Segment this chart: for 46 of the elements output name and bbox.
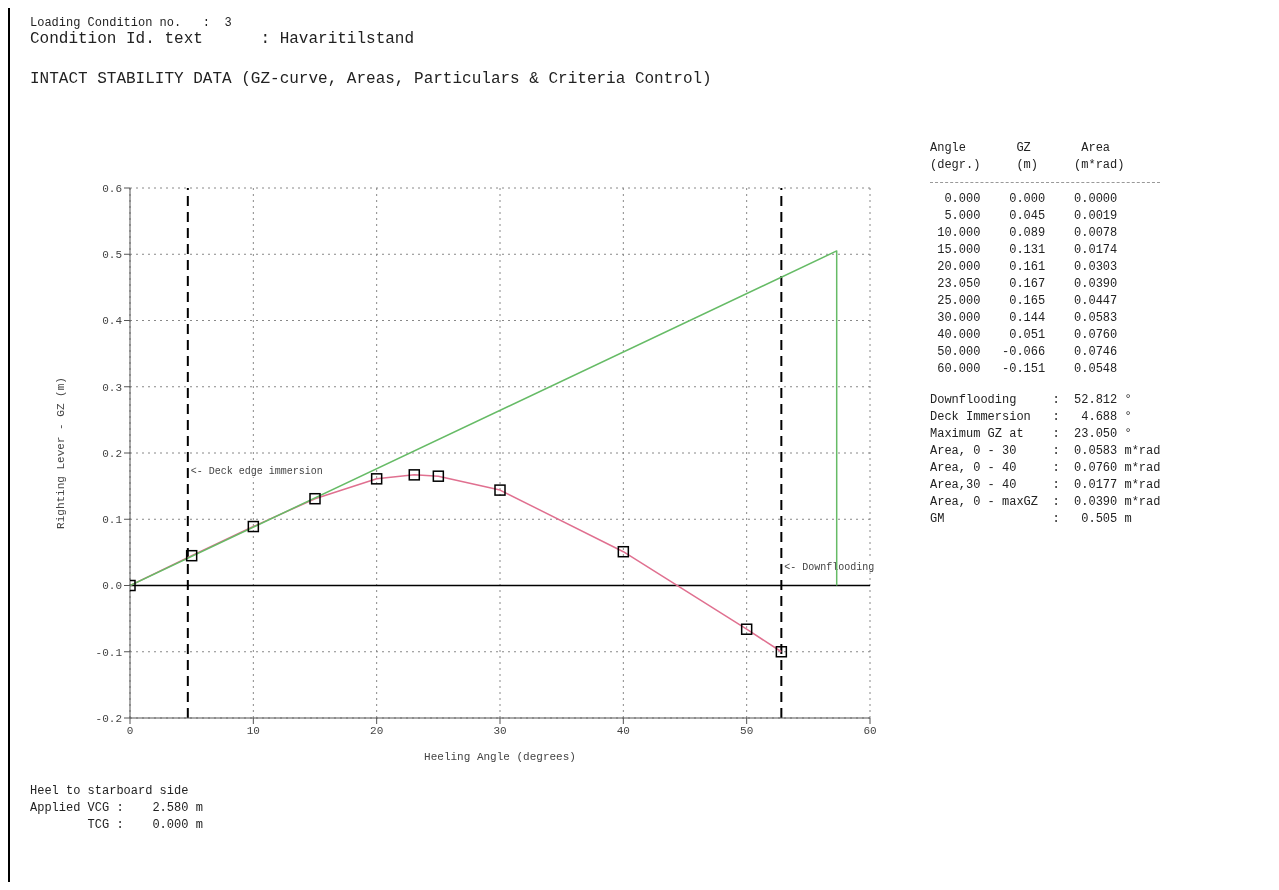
y-tick-label: 0.3 [102,381,122,394]
x-axis-title: Heeling Angle (degrees) [424,751,576,763]
text: Maximum GZ at : 23.050 ° [930,426,1133,443]
text: Area, 0 - 40 : 0.0760 m*rad [930,460,1161,477]
text: 20.000 0.161 0.0303 [936,259,1119,276]
y-tick-label: -0.2 [95,712,122,725]
text: 15.000 0.131 0.0174 [936,242,1119,259]
y-tick-label: 0.5 [102,249,122,262]
text: 10.000 0.089 0.0078 [936,225,1119,242]
x-tick-label: 40 [616,724,630,737]
text: Heel to starboard side [30,783,190,800]
text: Loading Condition no. : 3 [30,16,233,30]
x-tick-label: 30 [493,724,507,737]
text: Applied VCG : 2.580 m [30,800,203,817]
text: Condition Id. text : Havaritilstand [30,30,415,48]
text: GM : 0.505 m [930,511,1133,528]
text: Area, 0 - maxGZ : 0.0390 m*rad [930,494,1161,511]
text: 30.000 0.144 0.0583 [936,310,1119,327]
ref-line-label: <- Deck edge immersion [190,466,323,478]
text: Area, 0 - 30 : 0.0583 m*rad [930,443,1161,460]
x-tick-label: 20 [370,724,384,737]
y-axis-title: Righting Lever - GZ (m) [54,377,67,529]
y-tick-label: 0.4 [102,315,123,328]
text: 5.000 0.045 0.0019 [943,208,1119,225]
text: Angle GZ Area [930,140,1112,157]
text: Deck Immersion : 4.688 ° [930,409,1133,426]
chart-title: INTACT STABILITY DATA (GZ-curve, Areas, Particulars & Criteria Control) [30,70,712,88]
text: Downflooding : 52.812 ° [930,392,1133,409]
y-tick-label: -0.1 [95,646,123,659]
x-tick-label: 60 [863,724,877,737]
text: 0.000 0.000 0.0000 [943,191,1119,208]
y-tick-label: 0.6 [102,182,122,195]
y-tick-label: 0.2 [102,447,122,460]
x-tick-label: 0 [126,724,134,737]
text: TCG : 0.000 m [86,817,203,834]
text: (degr.) (m) (m*rad) [930,157,1126,174]
text: 25.000 0.165 0.0447 [936,293,1119,310]
text: Area,30 - 40 : 0.0177 m*rad [930,477,1161,494]
text: 60.000 -0.151 0.0548 [936,361,1119,378]
x-tick-label: 10 [246,724,260,737]
text: 40.000 0.051 0.0760 [936,327,1119,344]
text: 23.050 0.167 0.0390 [936,276,1119,293]
text: 50.000 -0.066 0.0746 [936,344,1119,361]
y-tick-label: 0.0 [102,580,122,593]
x-tick-label: 50 [740,724,754,737]
y-tick-label: 0.1 [102,514,123,527]
